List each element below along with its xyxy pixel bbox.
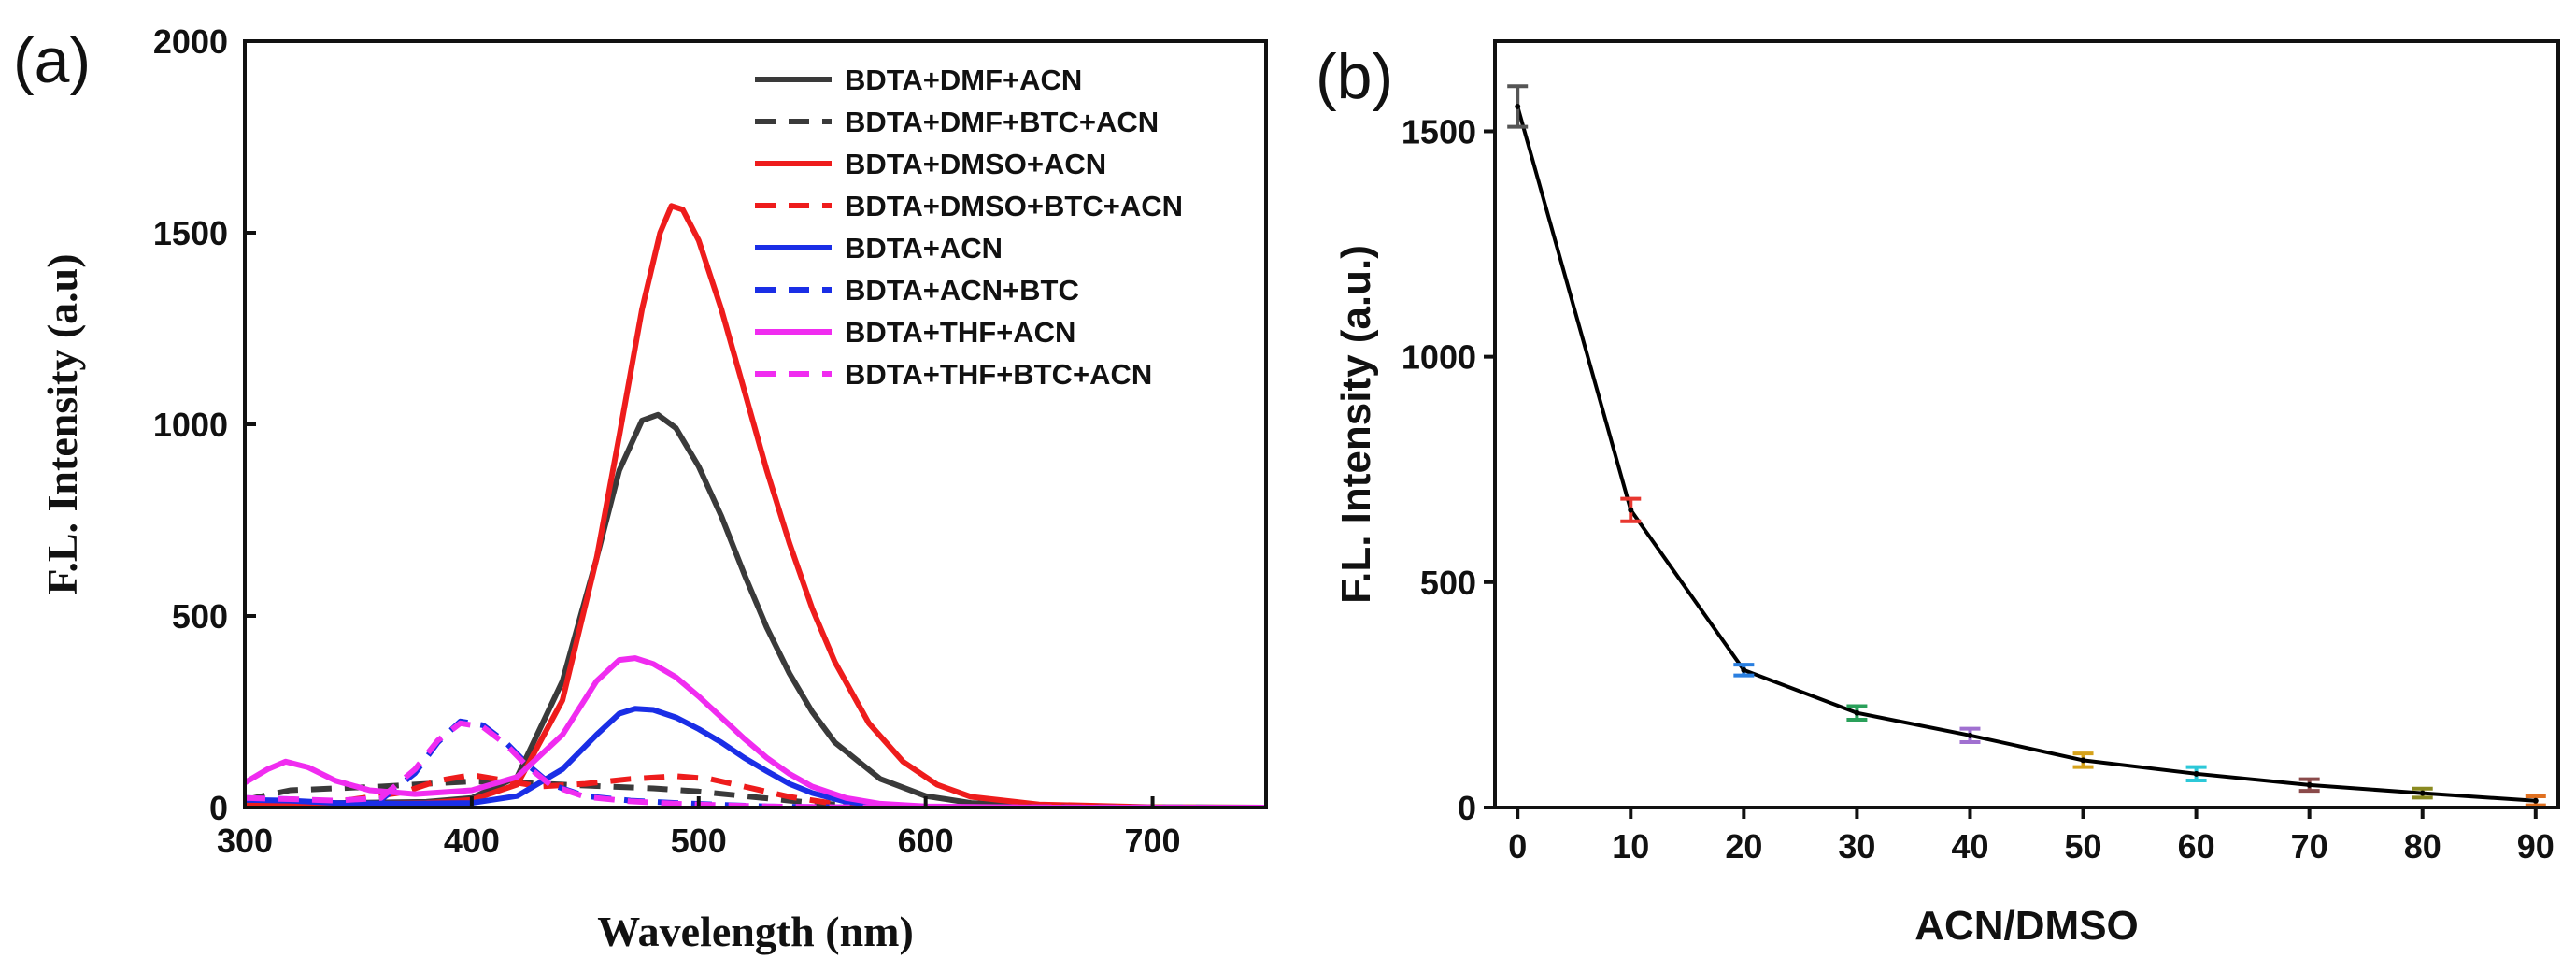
panel-a-ticks: 300 400 500 600 700 0 500 1000 1500 2000	[153, 22, 1181, 860]
data-point-x20	[1741, 666, 1747, 673]
data-point-x30	[1854, 709, 1860, 716]
x-tick-label: 60	[2178, 827, 2215, 866]
panel-b-label: (b)	[1316, 41, 1393, 112]
legend-entry-bdta-dmso-acn: BDTA+DMSO+ACN	[845, 148, 1106, 180]
data-point-x80	[2419, 790, 2426, 796]
series-line-intensity	[1516, 106, 2536, 803]
legend-entry-bdta-thf-btc-acn: BDTA+THF+BTC+ACN	[845, 358, 1152, 391]
panel-b-x-axis-title: ACN/DMSO	[1914, 903, 2139, 949]
panel-a-legend: BDTA+DMF+ACN BDTA+DMF+BTC+ACN BDTA+DMSO+AC…	[755, 64, 1183, 391]
y-tick-label: 500	[1420, 564, 1476, 602]
data-point-x70	[2306, 781, 2313, 788]
y-tick-label: 1500	[1402, 112, 1476, 150]
x-tick-label: 700	[1125, 822, 1181, 860]
y-tick-label: 0	[209, 789, 228, 827]
series-line-bdta-acn	[245, 706, 1266, 808]
panel-b-y-axis-title: F.L. Intensity (a.u.)	[1333, 245, 1379, 604]
legend-entry-bdta-dmf-acn: BDTA+DMF+ACN	[845, 64, 1082, 96]
y-tick-label: 2000	[153, 22, 228, 61]
data-point-x90	[2532, 797, 2539, 804]
x-tick-label: 20	[1725, 827, 1762, 866]
legend-entry-bdta-acn: BDTA+ACN	[845, 232, 1003, 265]
x-tick-label: 600	[898, 822, 954, 860]
panel-a-series-group	[245, 203, 1266, 808]
y-tick-label: 1000	[153, 406, 228, 444]
legend-entry-bdta-dmf-btc-acn: BDTA+DMF+BTC+ACN	[845, 106, 1159, 138]
panel-b-series-group	[1507, 84, 2546, 808]
x-tick-label: 90	[2517, 827, 2555, 866]
panel-b-plot-frame	[1493, 39, 2560, 809]
series-line-bdta-dmso-btc-acn	[245, 772, 1266, 808]
y-tick-label: 1500	[153, 214, 228, 252]
panel-a-label: (a)	[13, 25, 91, 96]
panel-a-chart: (a) 300 400 500 600 700 0 500 1000 1500 2000 BDTA…	[13, 22, 1268, 955]
x-tick-label: 50	[2065, 827, 2102, 866]
legend-entry-bdta-dmso-btc-acn: BDTA+DMSO+BTC+ACN	[845, 190, 1183, 222]
x-tick-label: 500	[671, 822, 727, 860]
series-line-bdta-dmso-acn	[245, 203, 1266, 808]
x-tick-label: 40	[1951, 827, 1988, 866]
legend-entry-bdta-acn-btc: BDTA+ACN+BTC	[845, 274, 1079, 307]
x-tick-label: 10	[1612, 827, 1649, 866]
x-tick-label: 80	[2404, 827, 2441, 866]
x-tick-label: 300	[217, 822, 273, 860]
series-line-bdta-thf-acn	[245, 655, 1266, 808]
x-tick-label: 70	[2291, 827, 2328, 866]
x-tick-label: 400	[444, 822, 500, 860]
data-point-x0	[1515, 103, 1521, 109]
data-point-x40	[1967, 732, 1973, 738]
data-point-x10	[1628, 507, 1634, 513]
x-tick-label: 30	[1838, 827, 1875, 866]
data-point-x50	[2080, 757, 2086, 764]
data-point-x60	[2193, 770, 2199, 777]
y-tick-label: 0	[1458, 789, 1476, 827]
panel-a-y-axis-title: F.L. Intensity (a.u)	[38, 253, 86, 594]
panel-a-x-axis-title: Wavelength (nm)	[597, 908, 914, 955]
series-line-bdta-thf-btc-acn	[245, 720, 1266, 808]
panel-b-chart: (b) 0 10 20 30 40 50 60 70 80 90 0 500 1000 1500 ACN/…	[1316, 39, 2560, 949]
panel-b-ticks: 0 10 20 30 40 50 60 70 80 90 0 500 1000 1500	[1402, 112, 2555, 866]
x-tick-label: 0	[1508, 827, 1527, 866]
y-tick-label: 1000	[1402, 338, 1476, 377]
legend-entry-bdta-thf-acn: BDTA+THF+ACN	[845, 316, 1075, 349]
y-tick-label: 500	[172, 597, 228, 636]
